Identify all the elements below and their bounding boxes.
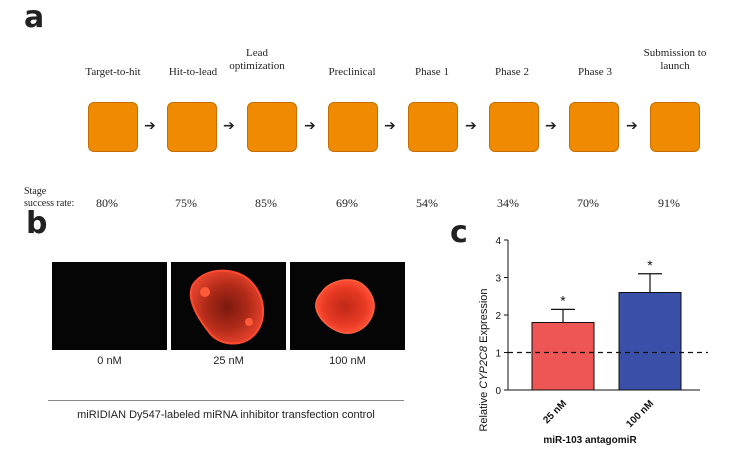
micrograph-100nm xyxy=(290,262,405,350)
success-rate: 70% xyxy=(577,196,599,210)
success-rate: 85% xyxy=(255,196,277,210)
stage-box xyxy=(489,102,539,152)
micrograph-25nm xyxy=(171,262,286,350)
stage-label: Submission to launch xyxy=(643,47,707,72)
significance-mark: * xyxy=(647,257,653,273)
y-tick-label: 3 xyxy=(495,274,501,285)
y-tick-label: 4 xyxy=(495,236,501,247)
arrow-right-icon: ➔ xyxy=(223,118,235,134)
stage-box xyxy=(569,102,619,152)
stage-box xyxy=(328,102,378,152)
y-axis-label: Relative CYP2C8 Expression xyxy=(478,288,490,431)
stage-box xyxy=(167,102,217,152)
success-rate-caption: Stage success rate: xyxy=(24,186,75,209)
arrow-right-icon: ➔ xyxy=(304,118,316,134)
panel-b-letter: b xyxy=(26,206,48,241)
success-rate: 75% xyxy=(175,196,197,210)
stage-label: Target-to-hit xyxy=(85,66,141,78)
bar xyxy=(618,292,682,391)
stage-label: Phase 1 xyxy=(415,66,449,78)
bar xyxy=(531,322,595,391)
concentration-label: 100 nM xyxy=(329,355,366,367)
concentration-label: 25 nM xyxy=(213,355,244,367)
arrow-right-icon: ➔ xyxy=(465,118,477,134)
panel-a-letter: a xyxy=(24,0,45,35)
bar-chart: 0 1 2 3 4 * 25 nM * 100 nM Relative CYP2C8 Expr… xyxy=(478,236,708,446)
stage-label: Hit-to-lead xyxy=(168,66,218,78)
micrograph-0nm xyxy=(52,262,167,350)
cell-image xyxy=(315,279,375,334)
cell-image xyxy=(189,269,264,345)
y-tick-label: 0 xyxy=(495,386,501,397)
stage-box xyxy=(247,102,297,152)
stage-label: Phase 2 xyxy=(495,66,529,78)
chart-bars: * 25 nM * 100 nM xyxy=(508,257,708,430)
x-tick-label: 100 nM xyxy=(624,398,656,430)
success-rate: 54% xyxy=(416,196,438,210)
stage-box xyxy=(650,102,700,152)
success-rate: 69% xyxy=(336,196,358,210)
stage-label: Lead optimization xyxy=(229,47,285,72)
panel-b-caption: miRIDIAN Dy547-labeled miRNA inhibitor t… xyxy=(48,400,404,421)
arrow-right-icon: ➔ xyxy=(626,118,638,134)
stage-label: Phase 3 xyxy=(578,66,612,78)
concentration-label: 0 nM xyxy=(97,355,122,367)
arrow-right-icon: ➔ xyxy=(384,118,396,134)
stage-box xyxy=(408,102,458,152)
x-tick-label: 25 nM xyxy=(541,398,569,426)
success-rate: 80% xyxy=(96,196,118,210)
stage-label: Preclinical xyxy=(328,66,376,78)
success-rate: 91% xyxy=(658,196,680,210)
significance-mark: * xyxy=(560,292,566,308)
panel-c-letter: c xyxy=(450,215,468,250)
x-axis-label: miR-103 antagomiR xyxy=(543,435,637,446)
arrow-right-icon: ➔ xyxy=(545,118,557,134)
stage-box xyxy=(88,102,138,152)
success-rate: 34% xyxy=(497,196,519,210)
arrow-right-icon: ➔ xyxy=(144,118,156,134)
y-tick-label: 2 xyxy=(495,311,501,322)
y-tick-label: 1 xyxy=(495,349,501,360)
